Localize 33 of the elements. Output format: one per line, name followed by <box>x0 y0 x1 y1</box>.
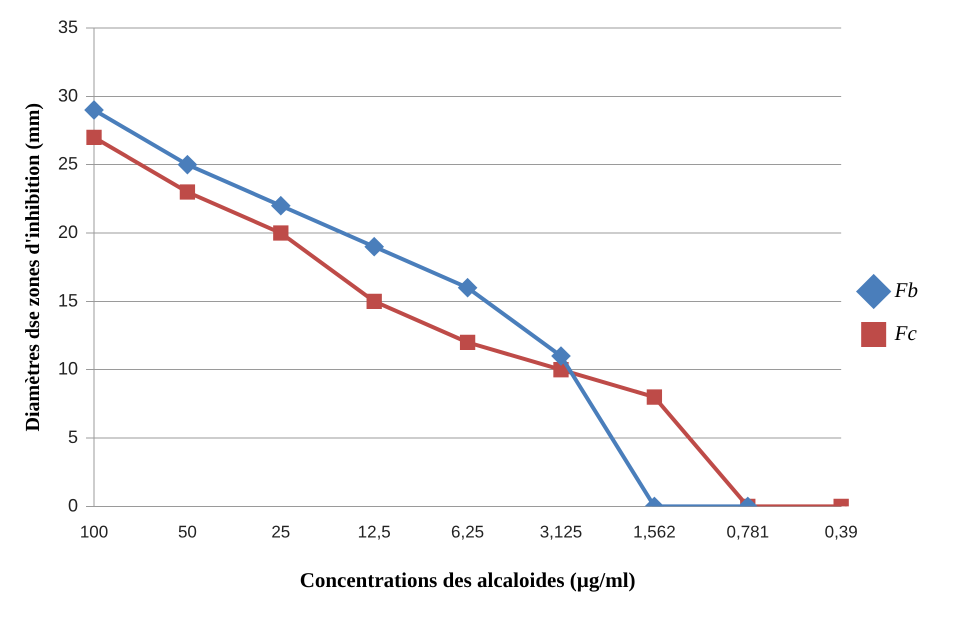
x-tick-label: 50 <box>178 522 197 542</box>
point <box>552 347 570 366</box>
y-tick-label: 30 <box>58 85 78 106</box>
x-tick-label: 100 <box>80 522 108 542</box>
y-tick-label: 10 <box>58 358 78 379</box>
legend-label: Fb <box>894 278 918 302</box>
point <box>85 101 104 120</box>
y-axis-title: Diamètres dse zones d'inhibition (mm) <box>22 102 44 432</box>
y-tick-label: 15 <box>58 290 78 310</box>
y-tick-label: 5 <box>68 427 78 448</box>
point <box>365 238 384 256</box>
x-tick-label: 25 <box>271 522 290 542</box>
point <box>178 156 196 174</box>
x-axis-title: Concentrations des alcaloides (µg/ml) <box>300 568 636 592</box>
y-tick-label: 25 <box>58 154 78 174</box>
x-tick-label: 6,25 <box>451 522 484 542</box>
y-tick-label: 35 <box>58 16 78 37</box>
y-tick-label: 0 <box>68 495 78 516</box>
point <box>646 389 662 405</box>
point <box>458 278 477 297</box>
point <box>180 184 196 200</box>
point <box>366 294 382 310</box>
legend-label: Fc <box>894 321 918 346</box>
y-tick-label: 20 <box>58 222 78 242</box>
point <box>86 130 102 146</box>
x-tick-label: 3,125 <box>540 522 582 542</box>
x-tick-label: 0,781 <box>726 522 770 542</box>
point <box>273 225 288 241</box>
x-tick-label: 12,5 <box>358 522 391 542</box>
point <box>460 334 476 350</box>
point <box>272 196 290 215</box>
x-tick-label: 1,562 <box>633 522 676 542</box>
x-tick-label: 0,39 <box>824 522 858 542</box>
